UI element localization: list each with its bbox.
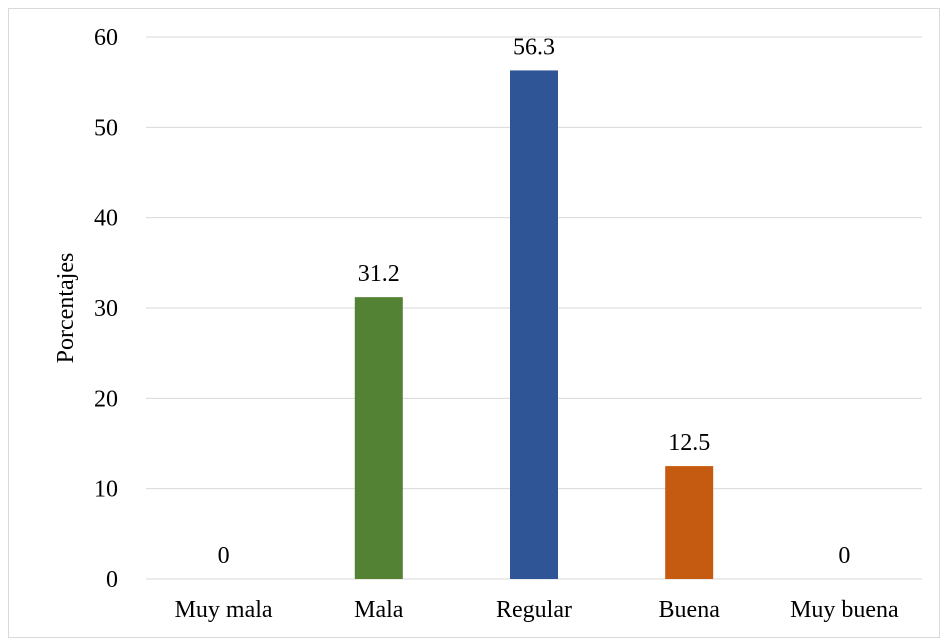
x-tick-label: Muy buena	[790, 597, 899, 623]
y-tick-label: 30	[94, 296, 118, 322]
y-tick-label: 10	[94, 477, 118, 503]
x-axis-ticks: Muy mala Mala Regular Buena Muy buena	[175, 597, 899, 623]
bars	[354, 70, 714, 579]
y-tick-label: 50	[94, 115, 118, 141]
y-tick-label: 20	[94, 386, 118, 412]
chart-frame	[8, 8, 940, 638]
bar	[510, 70, 558, 579]
x-tick-label: Muy mala	[175, 597, 273, 623]
data-label: 0	[218, 543, 230, 569]
y-tick-label: 0	[106, 567, 118, 593]
y-axis-title: Porcentajes	[53, 253, 79, 364]
data-label: 0	[838, 543, 850, 569]
y-tick-label: 40	[94, 206, 118, 232]
y-axis-ticks: 0 10 20 30 40 50 60	[94, 25, 118, 593]
x-tick-label: Mala	[354, 597, 404, 623]
data-label: 56.3	[513, 34, 555, 60]
data-labels: 0 31.2 56.3 12.5 0	[218, 34, 851, 569]
bar	[665, 466, 714, 579]
bar	[354, 297, 403, 579]
x-tick-label: Regular	[496, 597, 572, 623]
data-label: 12.5	[668, 430, 710, 456]
y-tick-label: 60	[94, 25, 118, 51]
data-label: 31.2	[358, 261, 400, 287]
x-tick-label: Buena	[659, 597, 721, 623]
